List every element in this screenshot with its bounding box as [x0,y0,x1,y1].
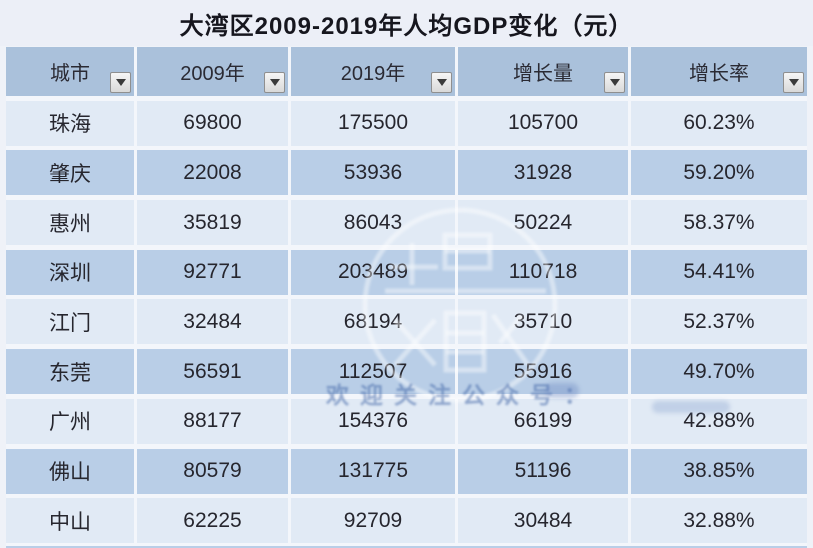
rate-cell: 59.20% [631,150,807,196]
rate-cell: 49.70% [631,349,807,395]
y2009-cell: 22008 [137,150,288,196]
y2019-cell: 175500 [291,100,455,146]
triangle-down-icon [788,79,799,86]
filter-dropdown-button[interactable] [431,72,452,93]
rate-cell: 32.88% [631,498,807,544]
city-cell: 佛山 [6,448,134,494]
table-row: 中山 62225 92709 30484 32.88% [6,498,807,544]
filter-dropdown-button[interactable] [783,72,804,93]
table-body: 珠海 69800 175500 105700 60.23% 肇庆 22008 53936 319… [6,100,807,544]
growth-cell: 51196 [458,448,628,494]
column-header-growth: 增长量 [458,47,628,96]
growth-cell: 31928 [458,150,628,196]
cutoff-next-row [6,546,807,548]
column-header-city: 城市 [6,47,134,96]
y2019-cell: 53936 [291,150,455,196]
column-header-label: 2009年 [180,63,245,85]
growth-cell: 105700 [458,100,628,146]
triangle-down-icon [269,79,280,86]
table-row: 江门 32484 68194 35710 52.37% [6,299,807,345]
city-cell: 深圳 [6,249,134,295]
y2009-cell: 56591 [137,349,288,395]
filter-dropdown-button[interactable] [264,72,285,93]
y2009-cell: 62225 [137,498,288,544]
triangle-down-icon [609,79,620,86]
gdp-table: 城市 2009年 2019年 增长量 增长率 珠海 69800 175500 1057… [6,47,807,548]
filter-dropdown-button[interactable] [110,72,131,93]
city-cell: 中山 [6,498,134,544]
y2019-cell: 154376 [291,398,455,444]
growth-cell: 50224 [458,200,628,246]
column-header-label: 2019年 [340,63,406,85]
rate-cell: 60.23% [631,100,807,146]
city-cell: 惠州 [6,200,134,246]
y2019-cell: 203489 [291,249,455,295]
table-row: 广州 88177 154376 66199 42.88% [6,398,807,444]
page-title: 大湾区2009-2019年人均GDP变化（元） [179,12,634,40]
rate-cell: 54.41% [631,249,807,295]
y2009-cell: 92771 [137,249,288,295]
city-cell: 珠海 [6,100,134,146]
growth-cell: 35710 [458,299,628,345]
rate-cell: 38.85% [631,448,807,494]
city-cell: 东莞 [6,349,134,395]
y2009-cell: 35819 [137,200,288,246]
y2009-cell: 88177 [137,398,288,444]
y2009-cell: 69800 [137,100,288,146]
table-row: 深圳 92771 203489 110718 54.41% [6,249,807,295]
city-cell: 肇庆 [6,150,134,196]
growth-cell: 66199 [458,398,628,444]
column-header-label: 城市 [50,63,90,85]
rate-cell: 42.88% [631,398,807,444]
column-header-rate: 增长率 [631,47,807,96]
table-header-row: 城市 2009年 2019年 增长量 增长率 [6,47,807,96]
rate-cell: 58.37% [631,200,807,246]
column-header-label: 增长率 [689,63,749,85]
growth-cell: 55916 [458,349,628,395]
y2009-cell: 80579 [137,448,288,494]
title-bar: 大湾区2009-2019年人均GDP变化（元） [0,0,813,46]
table-row: 东莞 56591 112507 55916 49.70% [6,349,807,395]
column-header-2019: 2019年 [291,47,455,96]
table-row: 肇庆 22008 53936 31928 59.20% [6,150,807,196]
growth-cell: 110718 [458,249,628,295]
y2019-cell: 112507 [291,349,455,395]
triangle-down-icon [436,79,447,86]
rate-cell: 52.37% [631,299,807,345]
city-cell: 广州 [6,398,134,444]
y2019-cell: 131775 [291,448,455,494]
city-cell: 江门 [6,299,134,345]
y2019-cell: 68194 [291,299,455,345]
column-header-label: 增长量 [513,63,573,85]
table-row: 佛山 80579 131775 51196 38.85% [6,448,807,494]
triangle-down-icon [115,79,126,86]
column-header-2009: 2009年 [137,47,288,96]
table-row: 珠海 69800 175500 105700 60.23% [6,100,807,146]
growth-cell: 30484 [458,498,628,544]
y2019-cell: 86043 [291,200,455,246]
filter-dropdown-button[interactable] [604,72,625,93]
table-row: 惠州 35819 86043 50224 58.37% [6,200,807,246]
y2019-cell: 92709 [291,498,455,544]
y2009-cell: 32484 [137,299,288,345]
